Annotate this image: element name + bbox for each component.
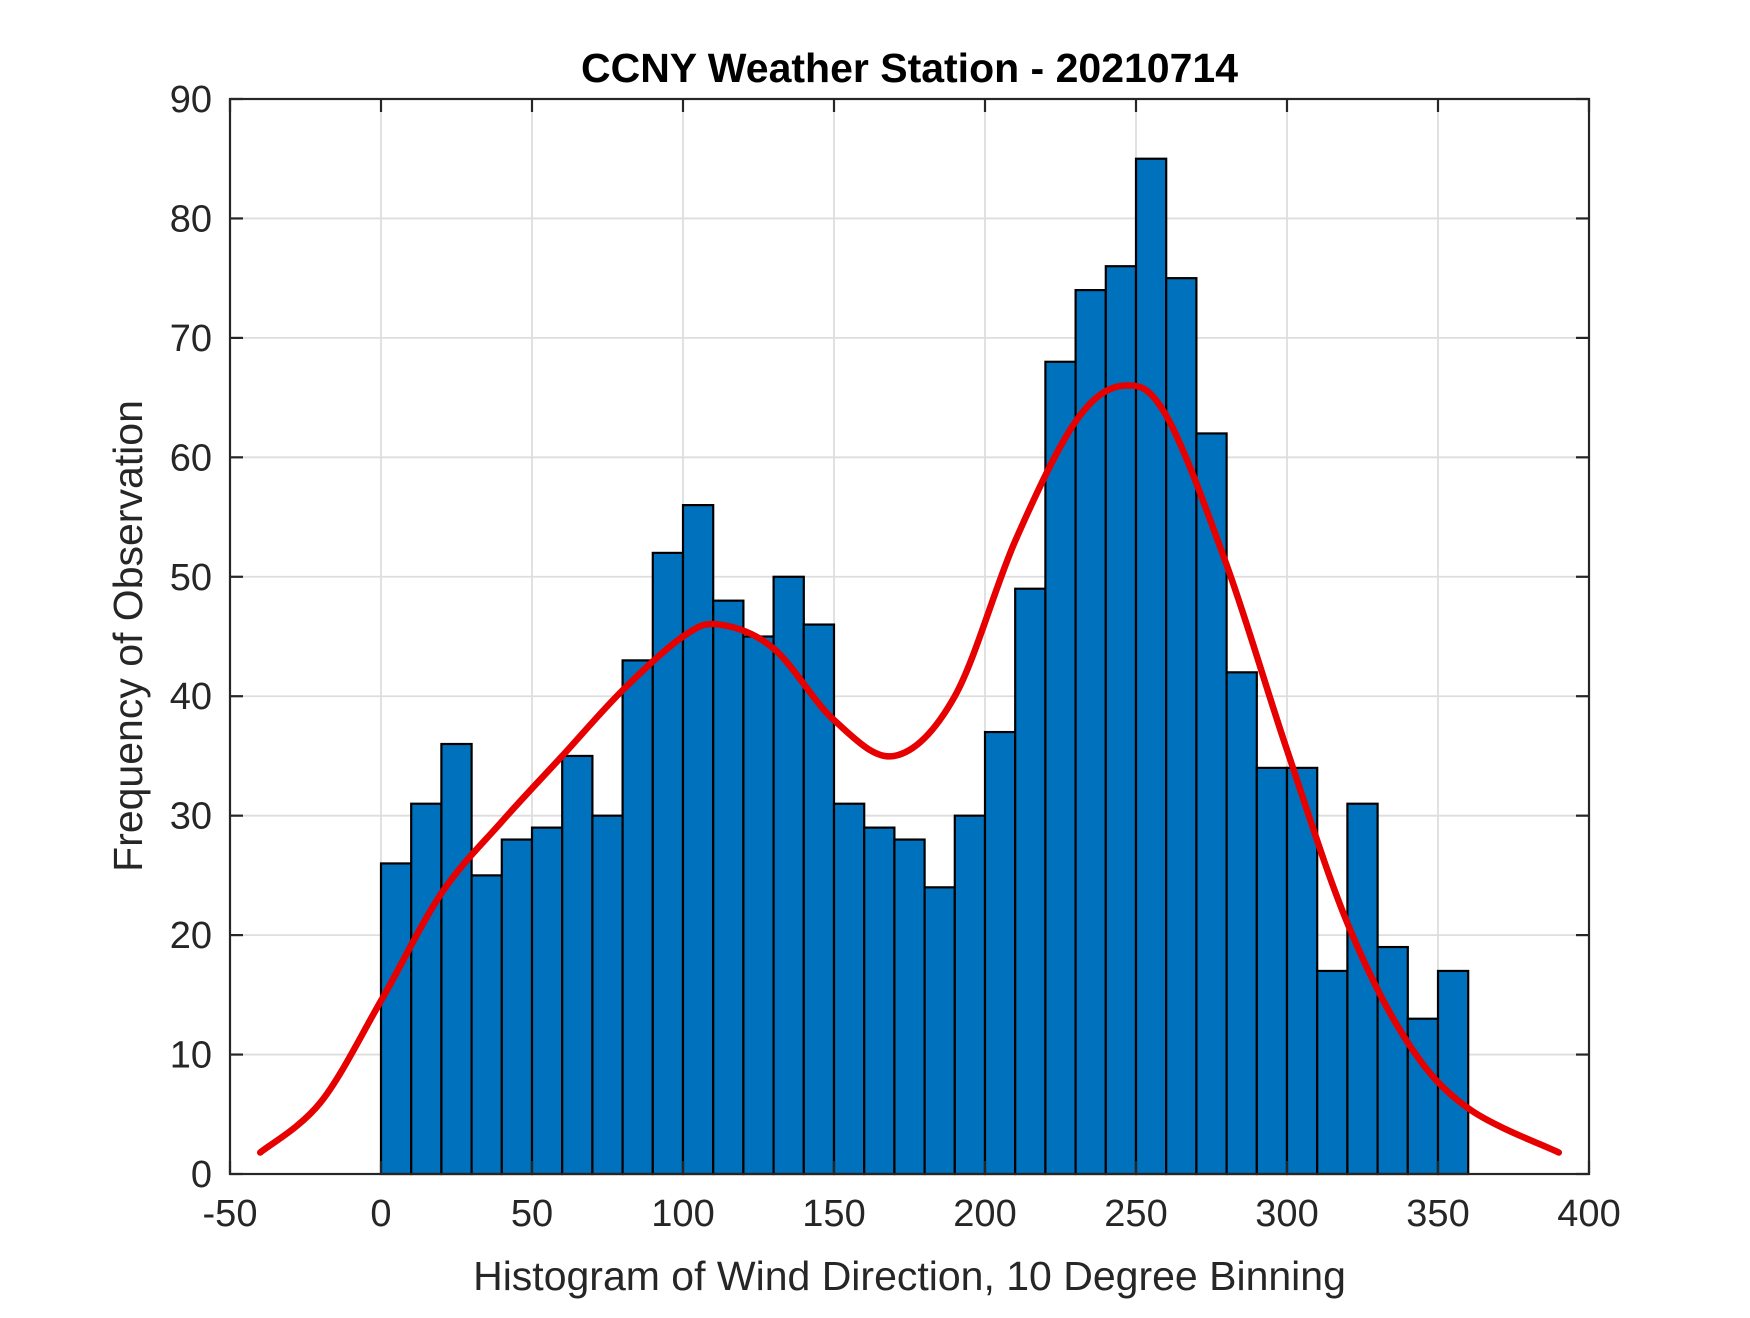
x-tick-label: 300: [1255, 1193, 1318, 1235]
histogram-bar: [863, 826, 896, 1176]
histogram-bar: [410, 802, 443, 1176]
x-tick-label: -50: [203, 1193, 258, 1235]
histogram-bar: [893, 838, 926, 1176]
x-tick-label: 150: [802, 1193, 865, 1235]
fit-curve-line: [256, 382, 1563, 1156]
histogram-bar: [1165, 277, 1198, 1176]
histogram-bar: [1134, 157, 1168, 1176]
x-tick-label: 50: [511, 1193, 553, 1235]
chart-title: CCNY Weather Station - 20210714: [581, 45, 1238, 91]
histogram-bar: [923, 886, 956, 1176]
axis-ticks: [228, 97, 1591, 1176]
y-tick-label: 80: [170, 198, 212, 240]
y-tick-label: 50: [170, 557, 212, 599]
y-axis-label: Frequency of Observation: [105, 400, 151, 872]
x-tick-label: 250: [1104, 1193, 1167, 1235]
histogram-bar: [1044, 360, 1077, 1176]
y-tick-label: 20: [170, 915, 212, 957]
histogram-bar: [983, 730, 1017, 1176]
histogram-bar: [1225, 671, 1258, 1176]
y-tick-label: 90: [170, 79, 212, 121]
histogram-bar: [1014, 587, 1047, 1176]
histogram-bar: [591, 814, 624, 1176]
y-axis-tick-labels: 0 10 20 30 40 50 60 70 80 90: [170, 79, 212, 1196]
histogram-bar: [440, 742, 473, 1176]
histogram-bar: [1376, 945, 1409, 1176]
histogram-bar: [712, 599, 745, 1176]
histogram-bar: [832, 802, 866, 1176]
histogram-bar: [470, 874, 503, 1176]
x-tick-label: 400: [1557, 1193, 1620, 1235]
y-tick-label: 0: [191, 1154, 212, 1196]
histogram-bar: [742, 635, 775, 1176]
x-tick-label: 0: [370, 1193, 391, 1235]
histogram-bar: [561, 754, 594, 1176]
y-tick-label: 10: [170, 1035, 212, 1077]
fit-curve-layer: [256, 382, 1563, 1156]
histogram-bar: [530, 826, 564, 1176]
y-tick-label: 60: [170, 437, 212, 479]
y-tick-label: 40: [170, 676, 212, 718]
x-axis-label: Histogram of Wind Direction, 10 Degree B…: [473, 1253, 1346, 1299]
histogram-bar: [1316, 969, 1349, 1176]
histogram-bar: [1406, 1017, 1440, 1176]
histogram-bar: [621, 659, 654, 1176]
histogram-bar: [953, 814, 987, 1176]
x-tick-label: 100: [651, 1193, 714, 1235]
x-tick-label: 200: [953, 1193, 1016, 1235]
histogram-bar: [1074, 289, 1107, 1176]
histogram-bar: [1104, 265, 1138, 1176]
histogram-bar: [1346, 802, 1379, 1176]
x-axis-tick-labels: -50 0 50 100 150 200 250 300 350 400: [203, 1193, 1621, 1235]
y-tick-label: 30: [170, 796, 212, 838]
x-tick-label: 350: [1406, 1193, 1469, 1235]
histogram-bar: [1255, 766, 1289, 1176]
histogram-bar: [681, 504, 715, 1176]
histogram-bar: [500, 838, 534, 1176]
y-tick-label: 70: [170, 318, 212, 360]
histogram-bar: [1436, 969, 1470, 1176]
plot-area-frame: [228, 97, 1591, 1176]
histogram-bar: [379, 862, 413, 1176]
